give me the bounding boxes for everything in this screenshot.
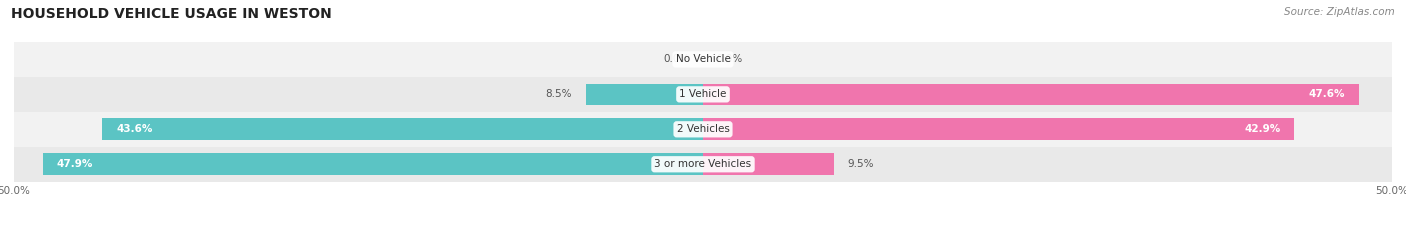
Bar (14, 147, 1392, 182)
Text: 3 or more Vehicles: 3 or more Vehicles (654, 159, 752, 169)
Text: 0.0%: 0.0% (664, 55, 689, 64)
Bar (703, 83, 1358, 105)
Text: 43.6%: 43.6% (117, 124, 152, 134)
Bar (586, 83, 703, 105)
Text: 9.5%: 9.5% (848, 159, 875, 169)
Text: 47.6%: 47.6% (1309, 89, 1346, 99)
Text: 0.0%: 0.0% (717, 55, 742, 64)
Bar (44, 153, 703, 175)
Text: Source: ZipAtlas.com: Source: ZipAtlas.com (1284, 7, 1395, 17)
Bar (703, 153, 834, 175)
Text: 42.9%: 42.9% (1244, 124, 1281, 134)
Text: No Vehicle: No Vehicle (675, 55, 731, 64)
Bar (14, 77, 1392, 112)
Text: HOUSEHOLD VEHICLE USAGE IN WESTON: HOUSEHOLD VEHICLE USAGE IN WESTON (11, 7, 332, 21)
Bar (703, 118, 1294, 140)
Text: 1 Vehicle: 1 Vehicle (679, 89, 727, 99)
Bar (103, 118, 703, 140)
Text: 2 Vehicles: 2 Vehicles (676, 124, 730, 134)
Bar (14, 112, 1392, 147)
Bar (14, 42, 1392, 77)
Text: 8.5%: 8.5% (546, 89, 572, 99)
Text: 47.9%: 47.9% (56, 159, 93, 169)
